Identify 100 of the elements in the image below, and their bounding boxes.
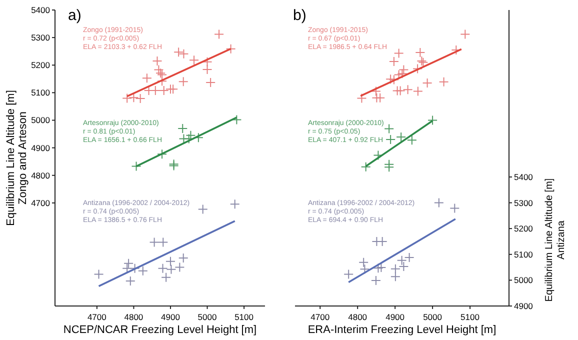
x-tick-label: 5100 <box>460 312 480 322</box>
point <box>390 264 400 274</box>
point <box>450 203 460 214</box>
point <box>376 262 386 273</box>
y-axis-title: Equilibrium Line Altitude [m] Zongo and Arteson <box>5 90 29 226</box>
y2-tick-label: 5100 <box>514 249 534 260</box>
point <box>388 74 399 85</box>
point <box>412 64 423 74</box>
point <box>184 134 194 144</box>
point <box>142 73 152 84</box>
point <box>214 29 224 40</box>
x-tick-label: 4700 <box>87 312 107 322</box>
point <box>226 44 236 54</box>
x-tick-label: 5000 <box>198 312 217 322</box>
point <box>358 257 369 268</box>
y-tick-label: 5300 <box>31 32 50 43</box>
point <box>174 262 185 272</box>
point <box>158 237 168 248</box>
x-tick-label: 5000 <box>423 312 442 322</box>
point <box>157 149 168 160</box>
y-tick-label: 5100 <box>31 88 50 98</box>
y-tick-label: 5000 <box>31 115 50 126</box>
x-axis-title: ERA-Interim Freezing Level Height [m] <box>308 324 496 336</box>
point <box>186 130 196 140</box>
point <box>460 29 470 40</box>
point <box>165 256 176 266</box>
point <box>94 269 104 280</box>
point <box>158 85 169 96</box>
point <box>166 264 176 274</box>
point <box>388 56 399 67</box>
point <box>415 47 426 58</box>
y-tick-label: 5200 <box>31 60 50 70</box>
point <box>412 86 423 96</box>
point <box>178 253 188 263</box>
point <box>152 56 162 66</box>
point <box>422 78 432 88</box>
point <box>149 237 160 248</box>
point <box>189 55 200 66</box>
point <box>390 272 400 282</box>
point <box>178 124 188 134</box>
y-tick-label: 5400 <box>31 5 50 15</box>
point <box>202 64 212 75</box>
point <box>396 132 406 142</box>
point <box>138 266 148 276</box>
point <box>394 48 404 58</box>
y2-tick-label: 5000 <box>514 275 534 286</box>
x-tick-label: 4800 <box>348 312 368 322</box>
x-tick-label: 4900 <box>161 312 180 322</box>
x-tick-label: 5100 <box>234 312 254 322</box>
point <box>356 93 367 104</box>
point <box>384 162 394 172</box>
point <box>125 276 136 286</box>
point <box>428 115 438 126</box>
point <box>232 114 242 125</box>
point <box>122 263 132 274</box>
point <box>396 255 407 266</box>
point <box>404 252 414 262</box>
point <box>135 93 146 104</box>
y2-tick-label: 4900 <box>514 301 534 311</box>
point <box>398 64 409 75</box>
point <box>344 269 354 280</box>
x-axis-title: NCEP/NCAR Freezing Level Height [m] <box>63 324 257 336</box>
point <box>406 135 417 146</box>
point <box>386 74 396 84</box>
x-tick-label: 4700 <box>310 312 330 322</box>
point <box>395 86 406 96</box>
point <box>373 263 384 274</box>
point <box>178 76 188 87</box>
y2-tick-label: 5200 <box>514 224 534 234</box>
y-tick-label: 4900 <box>31 142 50 153</box>
y-tick-label: 4800 <box>31 170 50 180</box>
point <box>206 77 216 88</box>
point <box>131 161 142 172</box>
point <box>161 272 172 282</box>
point <box>122 93 132 104</box>
chart-title: a) <box>68 7 82 24</box>
point <box>360 162 371 172</box>
point <box>438 76 449 87</box>
x-tick-label: 4900 <box>386 312 405 322</box>
point <box>434 198 444 208</box>
point <box>370 275 381 286</box>
point <box>360 264 370 274</box>
point <box>398 262 409 272</box>
point <box>397 68 408 79</box>
y2-axis-title: Equilibrium Line Altitude [m] Antizana <box>544 178 567 302</box>
point <box>386 134 396 145</box>
y2-tick-label: 5400 <box>514 172 534 182</box>
chart-title: b) <box>293 7 306 24</box>
point <box>202 56 212 67</box>
point <box>158 263 168 274</box>
y2-tick-label: 5300 <box>514 198 534 208</box>
x-tick-label: 4800 <box>124 312 144 322</box>
point <box>394 70 404 80</box>
point <box>230 199 240 210</box>
point <box>384 124 394 134</box>
point <box>198 204 208 214</box>
point <box>402 84 413 95</box>
point <box>373 150 384 160</box>
point <box>128 92 139 103</box>
point <box>168 84 178 94</box>
